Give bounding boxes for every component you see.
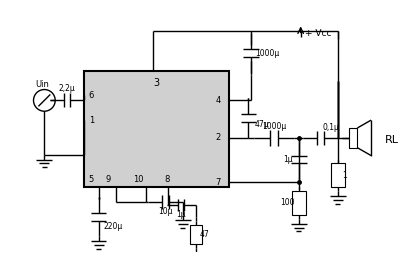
Bar <box>190 225 202 244</box>
Text: 10: 10 <box>133 175 143 184</box>
Text: RL: RL <box>385 135 399 145</box>
Text: 1µ: 1µ <box>283 155 293 164</box>
Text: 8: 8 <box>165 175 170 184</box>
Text: 0,1µ: 0,1µ <box>322 122 339 132</box>
Text: 2: 2 <box>216 133 221 142</box>
Text: 47µ: 47µ <box>254 120 269 129</box>
Bar <box>292 191 306 215</box>
Text: 4: 4 <box>216 96 221 105</box>
Text: 6: 6 <box>89 91 94 100</box>
Text: 220µ: 220µ <box>104 222 123 231</box>
Text: + Vcc: + Vcc <box>305 29 331 38</box>
Text: 47: 47 <box>200 230 210 239</box>
Text: 1: 1 <box>89 116 94 125</box>
Bar <box>84 71 229 187</box>
Text: 5: 5 <box>89 175 94 184</box>
Text: 9: 9 <box>106 175 111 184</box>
Text: 1: 1 <box>342 171 347 180</box>
Text: 100: 100 <box>280 198 295 208</box>
Text: 10µ: 10µ <box>158 207 173 216</box>
Text: 1000µ: 1000µ <box>262 121 286 131</box>
Text: 1000µ: 1000µ <box>255 49 280 58</box>
Text: 3: 3 <box>153 78 159 88</box>
Bar <box>331 164 344 187</box>
Text: Uin: Uin <box>36 80 49 89</box>
Text: 1µ: 1µ <box>176 210 186 219</box>
Text: 7: 7 <box>216 178 221 187</box>
Text: 2,2µ: 2,2µ <box>59 84 76 93</box>
Bar <box>350 128 357 148</box>
